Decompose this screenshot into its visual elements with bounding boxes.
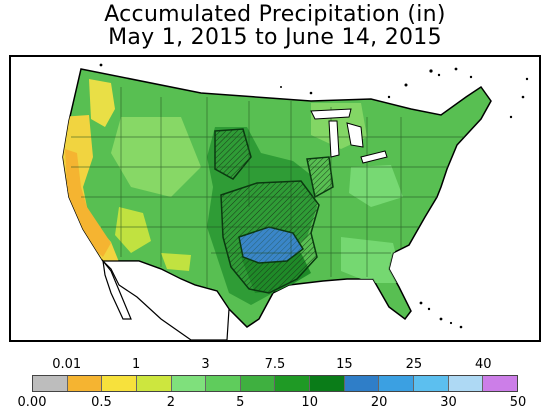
color-legend: 0.01 1 3 7.5 15 25 40 0.00 0.5 2 5 10 20 30 50 [0, 355, 550, 413]
dry-northwest-interior [89, 79, 115, 127]
legend-top-label: 40 [475, 357, 492, 372]
legend-bottom-label: 30 [440, 395, 457, 410]
legend-color-box [67, 376, 103, 391]
legend-top-label: 7.5 [264, 357, 286, 372]
lake-michigan [328, 120, 340, 158]
light-green-ohio [349, 165, 403, 207]
legend-bottom-label: 50 [509, 395, 527, 410]
lake-erie [360, 150, 388, 164]
legend-color-box [310, 376, 345, 391]
legend-bottom-label: 0.00 [17, 395, 47, 410]
mexico-outline [101, 260, 230, 340]
legend-top-label: 3 [201, 357, 210, 372]
legend-top-label: 1 [132, 357, 141, 372]
caribbean-dots [419, 301, 463, 329]
legend-color-box [171, 376, 207, 391]
legend-color-box [33, 376, 68, 391]
state-boundaries [71, 87, 481, 287]
dry-texas-west [161, 253, 191, 271]
legend-color-box [275, 376, 311, 391]
baja-california [102, 258, 132, 320]
legend-color-box [102, 376, 137, 391]
canada-lake-dots [99, 63, 529, 119]
legend-top-label: 25 [405, 357, 423, 372]
legend-bottom-label: 20 [370, 395, 388, 410]
legend-color-box [206, 376, 241, 391]
light-green-southeast [341, 237, 403, 283]
legend-top-label: 15 [336, 357, 353, 372]
lake-superior [310, 108, 352, 120]
map-title-line1: Accumulated Precipitation (in) [104, 2, 446, 27]
legend-color-box [240, 376, 276, 391]
hatch-northern-plains [214, 128, 252, 180]
legend-color-box [448, 376, 484, 391]
map-frame [9, 55, 541, 342]
legend-bottom-label: 0.5 [91, 395, 112, 410]
legend-bottom-label: 2 [166, 395, 175, 410]
legend-bottom-label: 10 [301, 395, 318, 410]
legend-color-box [344, 376, 380, 391]
legend-top-label: 0.01 [52, 357, 82, 372]
legend-color-box [483, 376, 517, 391]
legend-color-bar [32, 375, 518, 392]
wettest-hatch [239, 227, 303, 263]
legend-color-box [414, 376, 449, 391]
lake-huron [346, 122, 364, 148]
precipitation-map [62, 63, 529, 340]
legend-color-box [136, 376, 172, 391]
dry-southwest [115, 207, 151, 253]
map-title-line2: May 1, 2015 to June 14, 2015 [108, 25, 442, 50]
legend-color-box [379, 376, 415, 391]
very-dry-california [65, 149, 111, 257]
legend-bottom-label: 5 [236, 395, 245, 410]
